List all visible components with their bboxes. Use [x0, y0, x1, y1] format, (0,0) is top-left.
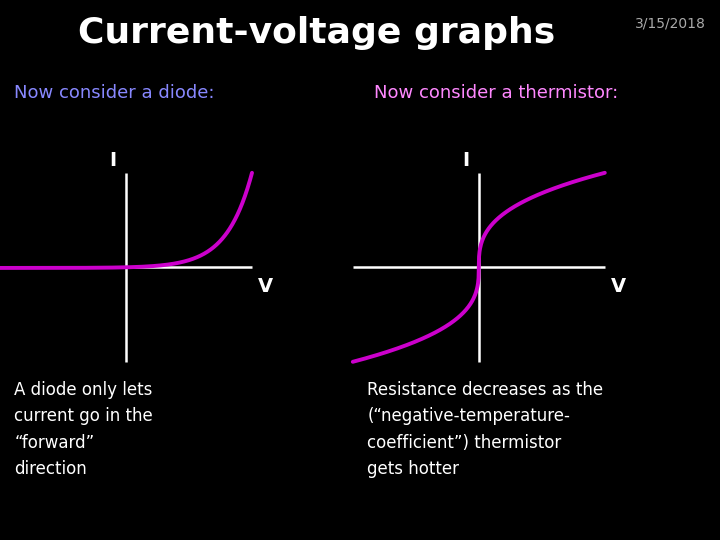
Text: A diode only lets
current go in the
“forward”
direction: A diode only lets current go in the “for… [14, 381, 153, 478]
Text: Now consider a thermistor:: Now consider a thermistor: [374, 84, 618, 102]
Text: I: I [462, 151, 469, 170]
Text: 3/15/2018: 3/15/2018 [635, 16, 706, 30]
Text: V: V [258, 277, 273, 296]
Text: Current-voltage graphs: Current-voltage graphs [78, 16, 555, 50]
Text: Resistance decreases as the
(“negative-temperature-
coefficient”) thermistor
get: Resistance decreases as the (“negative-t… [367, 381, 603, 478]
Text: I: I [109, 151, 117, 170]
Text: Now consider a diode:: Now consider a diode: [14, 84, 215, 102]
Text: V: V [611, 277, 626, 296]
